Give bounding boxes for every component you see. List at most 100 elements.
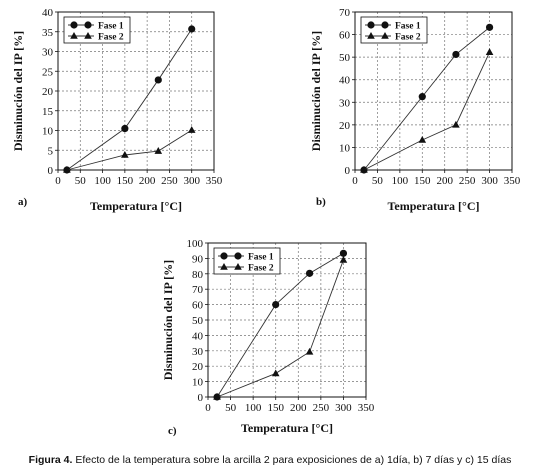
legend-marker — [381, 21, 389, 29]
x-tick-label: 300 — [183, 175, 200, 187]
x-tick-label: 200 — [436, 175, 453, 187]
legend-marker — [381, 32, 389, 39]
y-tick-label: 10 — [192, 377, 204, 389]
x-tick-label: 50 — [372, 175, 384, 187]
chart-panel-2: 0 50 100 150 200 250 300 350 0 10 20 30 40 50 60 70 Temp… — [309, 7, 521, 213]
y-tick-label: 30 — [192, 346, 204, 358]
y-tick-label: 10 — [339, 142, 351, 154]
legend-label: Fase 2 — [395, 33, 421, 43]
series-line-1 — [216, 252, 344, 398]
y-tick-label: 40 — [192, 330, 204, 342]
legend-label: Fase 2 — [98, 33, 124, 43]
panel-letter: c) — [168, 425, 177, 437]
y-tick-label: 0 — [345, 165, 351, 177]
y-tick-label: 50 — [339, 52, 351, 64]
y-tick-label: 5 — [48, 145, 54, 157]
data-point-1 — [418, 93, 426, 101]
x-tick-label: 350 — [358, 402, 375, 414]
x-tick-label: 350 — [206, 175, 223, 187]
legend-marker — [70, 21, 78, 29]
x-tick-label: 0 — [205, 402, 211, 414]
series-line-1 — [66, 28, 193, 171]
data-point-1 — [339, 249, 348, 257]
legend-label: Fase 1 — [98, 22, 124, 32]
x-tick-label: 150 — [267, 402, 284, 414]
x-tick-label: 250 — [161, 175, 178, 187]
data-point-2 — [418, 135, 427, 143]
data-point-1 — [452, 50, 460, 59]
x-tick-label: 300 — [335, 402, 352, 414]
data-point-2 — [63, 166, 71, 173]
y-tick-label: 90 — [192, 253, 204, 265]
data-point-2 — [121, 150, 129, 158]
legend-marker — [220, 263, 228, 270]
x-tick-label: 300 — [481, 175, 498, 187]
y-tick-label: 25 — [42, 66, 54, 78]
x-tick-label: 0 — [352, 175, 358, 187]
legend-label: Fase 1 — [248, 253, 274, 263]
y-tick-label: 20 — [339, 120, 351, 132]
y-tick-label: 80 — [192, 269, 204, 281]
plot-frame — [354, 11, 513, 171]
y-tick-label: 50 — [192, 315, 204, 327]
y-tick-label: 30 — [42, 47, 54, 59]
series-line-1 — [363, 26, 490, 171]
legend-marker — [70, 32, 78, 39]
x-tick-label: 350 — [504, 175, 521, 187]
legend-marker — [367, 21, 375, 29]
y-tick-label: 15 — [42, 106, 54, 118]
series-line-2 — [66, 129, 192, 171]
y-tick-label: 40 — [339, 75, 351, 87]
data-point-2 — [154, 147, 163, 154]
x-tick-label: 250 — [313, 402, 330, 414]
x-tick-label: 0 — [55, 175, 61, 187]
y-tick-label: 30 — [339, 97, 351, 109]
y-tick-label: 60 — [339, 30, 351, 42]
x-axis-label: Temperatura [°C] — [241, 421, 333, 435]
y-axis-label: Disminución del IP [%] — [161, 260, 175, 380]
x-tick-label: 150 — [414, 175, 431, 187]
legend-marker — [234, 252, 242, 260]
data-point-2 — [339, 255, 348, 263]
caption-label: Figura 4. — [28, 454, 73, 466]
x-tick-label: 200 — [290, 402, 307, 414]
data-point-1 — [121, 124, 129, 133]
y-tick-label: 35 — [42, 27, 54, 39]
legend-label: Fase 1 — [395, 22, 421, 32]
data-point-2 — [485, 48, 494, 55]
y-axis-label: Disminución del IP [%] — [11, 31, 25, 151]
x-axis-label: Temperatura [°C] — [90, 199, 182, 213]
data-point-2 — [213, 393, 221, 400]
y-tick-label: 100 — [187, 238, 204, 250]
data-point-1 — [305, 269, 314, 277]
y-tick-label: 70 — [339, 7, 351, 19]
legend-label: Fase 2 — [248, 264, 274, 274]
x-tick-label: 100 — [94, 175, 111, 187]
data-point-1 — [188, 25, 196, 33]
data-point-2 — [360, 166, 368, 173]
data-point-2 — [305, 347, 314, 355]
data-point-2 — [271, 369, 280, 377]
chart-panel-1: 0 50 100 150 200 250 300 350 0 5 10 15 20 25 30 35 40 Tem… — [11, 7, 223, 213]
x-tick-label: 100 — [245, 402, 262, 414]
legend-marker — [220, 252, 228, 260]
x-tick-label: 250 — [459, 175, 476, 187]
data-point-2 — [452, 120, 460, 128]
legend-marker — [234, 263, 242, 270]
data-point-1 — [272, 301, 280, 309]
y-tick-label: 70 — [192, 284, 204, 296]
panel-letter: b) — [316, 196, 326, 208]
series-line-2 — [216, 259, 344, 398]
data-point-2 — [187, 126, 196, 133]
y-tick-label: 40 — [42, 7, 54, 19]
data-point-1 — [485, 23, 494, 31]
y-tick-label: 0 — [198, 392, 204, 404]
series-line-2 — [363, 51, 490, 171]
data-point-1 — [154, 76, 162, 84]
y-axis-label: Disminución del IP [%] — [309, 31, 323, 151]
caption-text: Efecto de la temperatura sobre la arcill… — [72, 454, 512, 466]
x-tick-label: 50 — [75, 175, 87, 187]
x-tick-label: 100 — [392, 175, 409, 187]
y-tick-label: 10 — [42, 126, 54, 138]
